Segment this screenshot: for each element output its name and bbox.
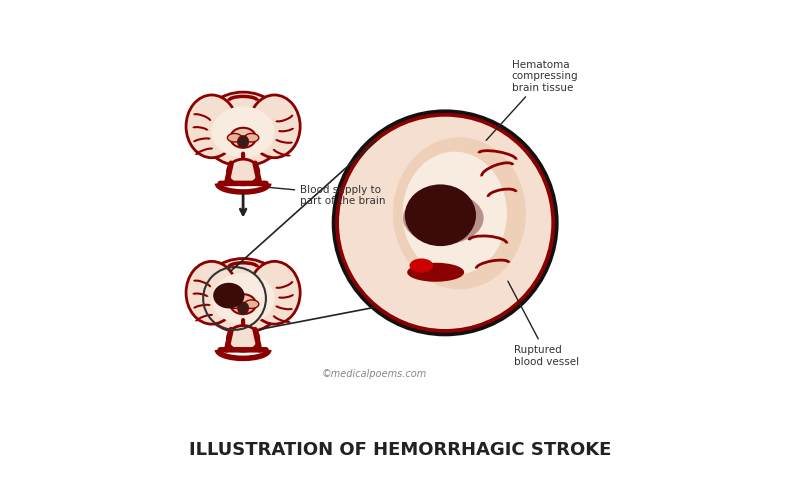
Ellipse shape xyxy=(393,138,526,290)
Ellipse shape xyxy=(405,185,476,247)
Text: ©medicalpoems.com: ©medicalpoems.com xyxy=(322,368,427,378)
Ellipse shape xyxy=(186,96,238,158)
Ellipse shape xyxy=(249,262,300,324)
Ellipse shape xyxy=(230,129,256,148)
Ellipse shape xyxy=(402,152,507,276)
FancyArrowPatch shape xyxy=(226,330,231,350)
Ellipse shape xyxy=(403,192,484,245)
FancyArrowPatch shape xyxy=(226,164,231,184)
Text: Ruptured
blood vessel: Ruptured blood vessel xyxy=(508,282,579,366)
Ellipse shape xyxy=(407,263,464,282)
Circle shape xyxy=(334,112,557,335)
Text: Hematoma
compressing
brain tissue: Hematoma compressing brain tissue xyxy=(486,60,578,141)
Ellipse shape xyxy=(227,326,258,351)
Ellipse shape xyxy=(245,134,258,143)
Ellipse shape xyxy=(200,93,286,167)
Ellipse shape xyxy=(213,283,245,309)
Ellipse shape xyxy=(227,300,242,309)
FancyArrowPatch shape xyxy=(255,330,260,350)
Ellipse shape xyxy=(227,134,242,143)
Ellipse shape xyxy=(238,302,249,315)
FancyArrowPatch shape xyxy=(255,164,260,184)
Ellipse shape xyxy=(186,262,238,324)
Text: ILLUSTRATION OF HEMORRHAGIC STROKE: ILLUSTRATION OF HEMORRHAGIC STROKE xyxy=(189,440,611,458)
Ellipse shape xyxy=(245,300,258,309)
Ellipse shape xyxy=(249,96,300,158)
Ellipse shape xyxy=(212,107,274,158)
Ellipse shape xyxy=(227,160,258,185)
Ellipse shape xyxy=(212,273,274,324)
Circle shape xyxy=(334,112,557,335)
Ellipse shape xyxy=(238,136,249,149)
Ellipse shape xyxy=(200,259,286,333)
Ellipse shape xyxy=(230,295,256,314)
Text: Blood supply to
part of the brain: Blood supply to part of the brain xyxy=(270,184,386,206)
Ellipse shape xyxy=(410,259,434,273)
